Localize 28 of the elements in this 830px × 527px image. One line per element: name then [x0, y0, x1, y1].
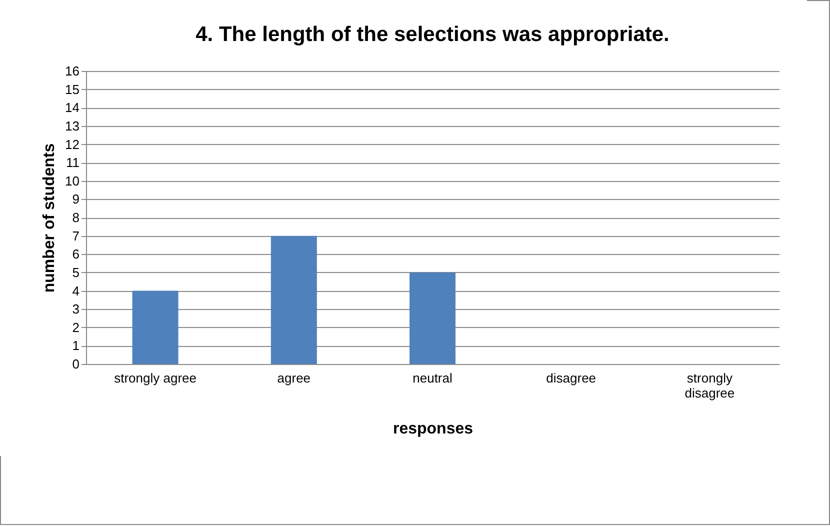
x-tick-label: strongly agree	[114, 370, 196, 386]
y-tick-label: 6	[72, 246, 80, 262]
bar	[410, 272, 456, 364]
y-tick-label: 9	[72, 192, 80, 207]
y-tick-label: 8	[72, 210, 80, 225]
y-tick-label: 16	[65, 64, 80, 78]
y-tick-label: 15	[65, 82, 80, 97]
y-tick-label: 7	[72, 228, 80, 244]
x-axis-title: responses	[392, 420, 474, 438]
y-tick-label: 5	[72, 264, 80, 280]
y-tick-label: 3	[72, 302, 80, 317]
chart-title: 4. The length of the selections was appropriate.	[196, 23, 670, 46]
y-tick-label: 10	[65, 173, 80, 188]
y-tick-label: 0	[72, 356, 80, 372]
y-tick-label: 12	[65, 136, 80, 152]
y-tick-label: 11	[66, 155, 80, 170]
x-tick-label: strongly disagree	[684, 370, 735, 400]
y-tick-label: 1	[72, 338, 80, 354]
y-tick-label: 13	[65, 118, 80, 134]
bar	[132, 290, 178, 364]
bar	[270, 236, 317, 364]
y-axis-title: number of students	[41, 143, 58, 293]
y-tick-label: 2	[72, 320, 80, 335]
y-tick-label: 14	[65, 100, 80, 116]
x-tick-label: disagree	[546, 370, 596, 386]
y-tick-label: 4	[72, 283, 80, 298]
x-tick-label: neutral	[412, 370, 452, 386]
x-tick-label: agree	[277, 370, 311, 386]
